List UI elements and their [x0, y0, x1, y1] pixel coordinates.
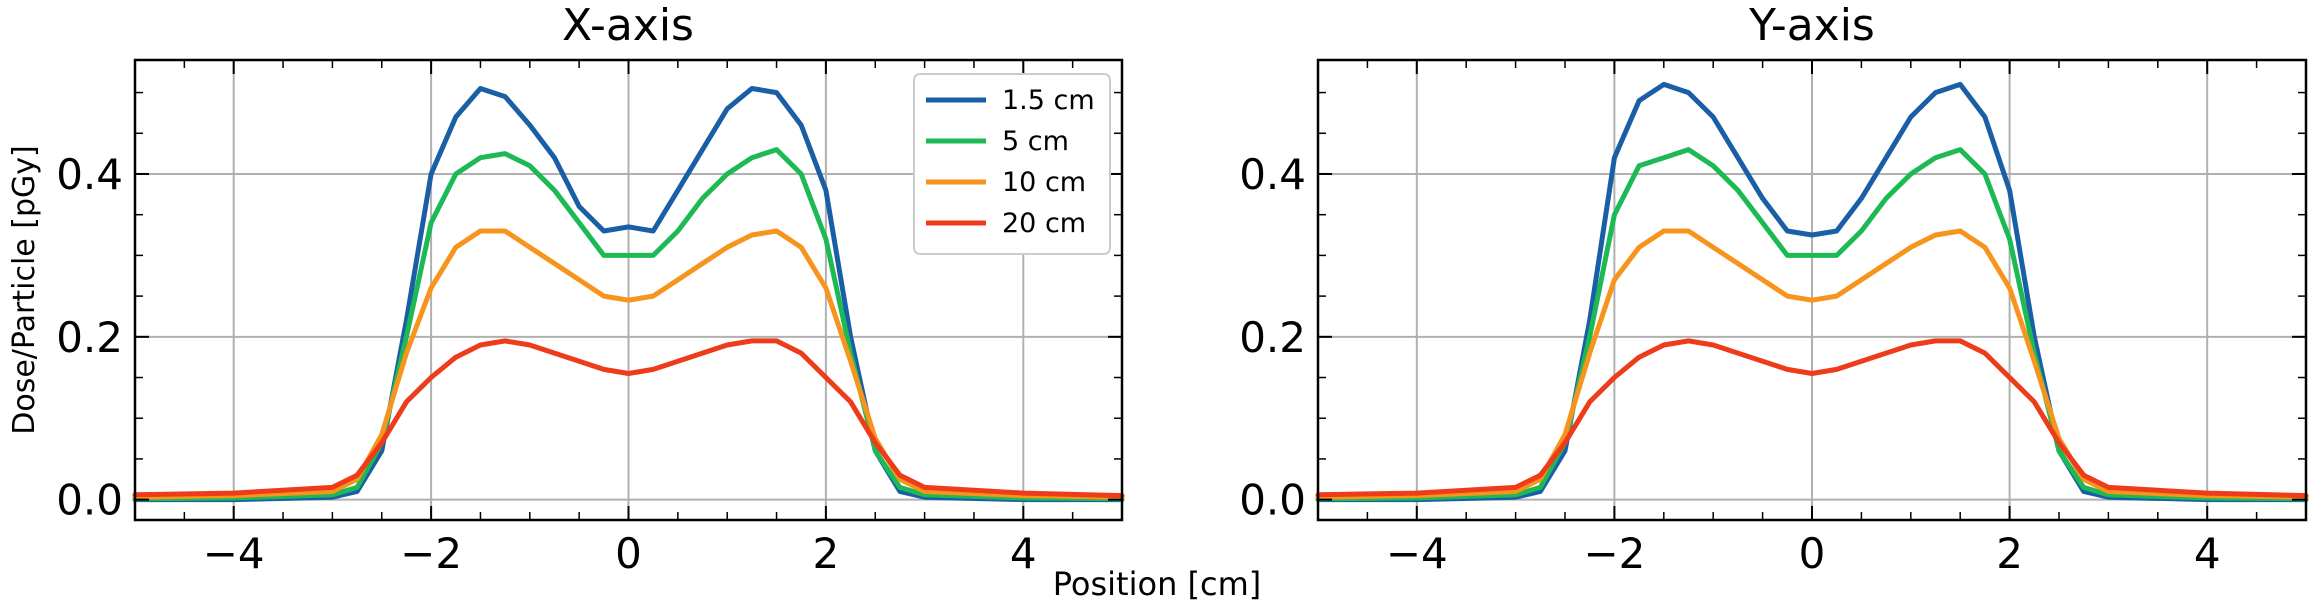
x-tick-label: 2 — [813, 529, 840, 578]
y-tick-label: 0.4 — [56, 150, 123, 199]
y-tick-label: 0.0 — [56, 476, 123, 525]
x-axis-label: Position [cm] — [1053, 565, 1262, 603]
y-tick-label: 0.4 — [1239, 150, 1306, 199]
series-line-10-cm — [132, 228, 1125, 500]
x-tick-label: 0 — [615, 529, 642, 578]
x-tick-label: −2 — [400, 529, 462, 578]
panel-x-axis: X-axis −4 −2 0 2 4 0.0 0.2 0.4 1.5 cm 5 cm 10 cm 2… — [56, 0, 1125, 578]
chart-title: X-axis — [562, 0, 694, 51]
legend-label: 20 cm — [1002, 208, 1086, 239]
y-tick-label: 0.2 — [1239, 313, 1306, 362]
series-line-10-cm — [1315, 228, 2309, 500]
legend-label: 1.5 cm — [1002, 85, 1095, 116]
legend-box — [913, 73, 1111, 255]
x-tick-label: 0 — [1799, 529, 1826, 578]
plot-frame — [133, 58, 1124, 522]
x-tick-label: 4 — [2194, 529, 2221, 578]
chart-title: Y-axis — [1748, 0, 1875, 51]
x-tick-label: −4 — [203, 529, 265, 578]
x-tick-label: 4 — [1010, 529, 1037, 578]
series-line-20-cm — [132, 338, 1125, 499]
x-tick-label: −4 — [1386, 529, 1448, 578]
y-tick-label: 0.0 — [1239, 476, 1306, 525]
panel-y-axis: Y-axis −4 −2 0 2 4 0.0 0.2 0.4 — [1239, 0, 2309, 578]
series-line-20-cm — [1315, 338, 2309, 499]
legend-label: 5 cm — [1002, 126, 1069, 157]
y-tick-label: 0.2 — [56, 313, 123, 362]
x-tick-label: −2 — [1583, 529, 1645, 578]
y-axis-label: Dose/Particle [pGy] — [7, 145, 42, 434]
legend-label: 10 cm — [1002, 167, 1086, 198]
plot-frame — [1316, 58, 2308, 522]
x-tick-label: 2 — [1996, 529, 2023, 578]
